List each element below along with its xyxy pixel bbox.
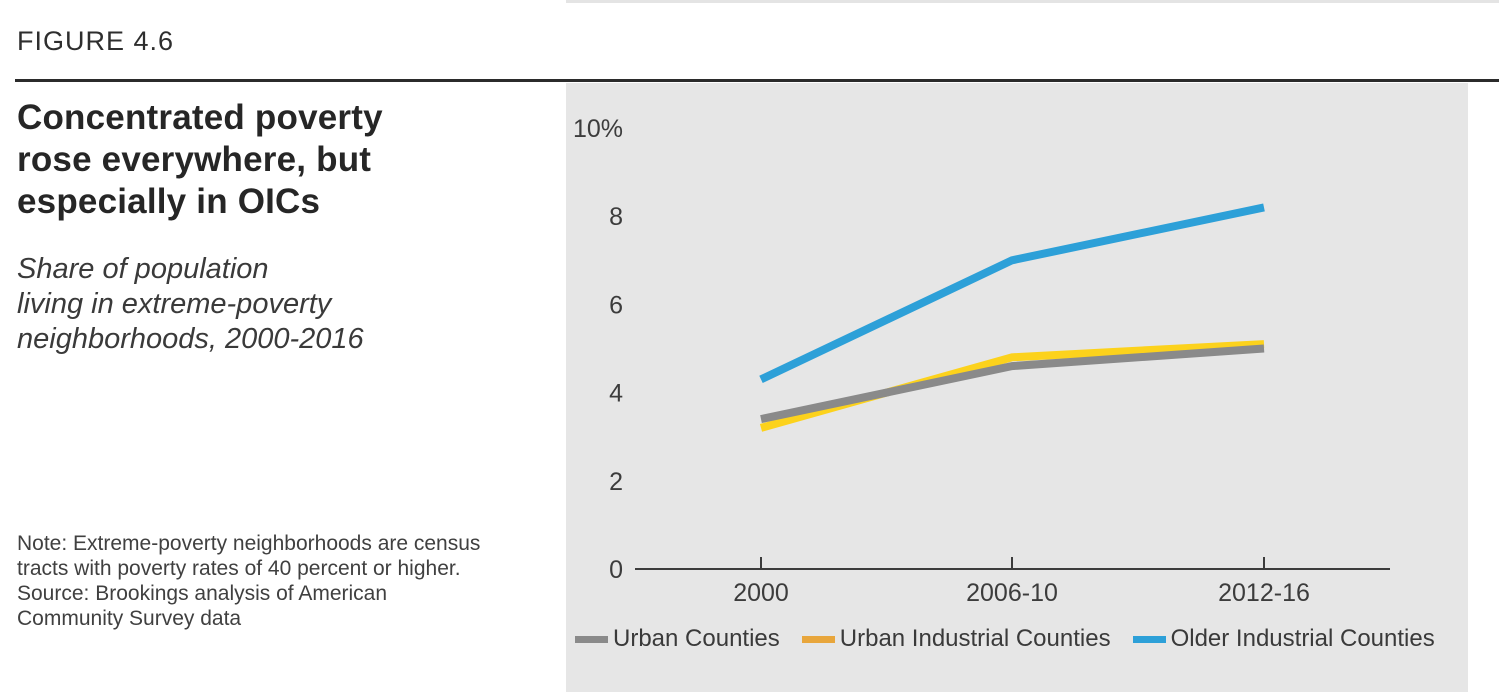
legend-item-1: Urban Counties <box>575 625 780 653</box>
chart-title: Concentrated poverty rose everywhere, bu… <box>17 98 383 221</box>
legend-item-3: Older Industrial Counties <box>1132 625 1435 653</box>
y-axis-label: 6 <box>609 291 623 319</box>
legend-label: Older Industrial Counties <box>1170 625 1435 652</box>
chart-panel: 2000 2006-10 2012-16 10% 8 6 4 2 0 Urban Countie… <box>566 83 1468 692</box>
x-axis-label: 2000 <box>733 579 789 607</box>
legend-swatch-icon <box>801 635 835 643</box>
y-axis-label: 0 <box>609 556 623 584</box>
legend-label: Urban Counties <box>613 625 780 652</box>
x-axis-label: 2012-16 <box>1218 579 1310 607</box>
chart-subtitle: Share of population living in extreme-po… <box>17 253 364 355</box>
note-source-text: Note: Extreme-poverty neighborhoods are … <box>17 532 481 630</box>
y-axis-label: 8 <box>609 203 623 231</box>
header-rule <box>15 79 1499 82</box>
legend-swatch-icon <box>1132 635 1166 643</box>
y-axis-label: 4 <box>609 380 623 408</box>
top-edge-strip <box>566 0 1499 3</box>
line-chart: 2000 2006-10 2012-16 10% 8 6 4 2 0 <box>573 115 1390 607</box>
y-axis-label: 2 <box>609 468 623 496</box>
chart-legend: Urban Counties Urban Industrial Counties O… <box>575 625 1435 653</box>
legend-swatch-icon <box>575 635 608 643</box>
figure-label: FIGURE 4.6 <box>17 26 175 56</box>
series-line-1 <box>760 344 1265 424</box>
legend-item-2: Urban Industrial Counties <box>801 625 1111 653</box>
legend-label: Urban Industrial Counties <box>839 625 1111 652</box>
series-line-3 <box>759 203 1265 384</box>
x-axis-label: 2006-10 <box>966 579 1058 607</box>
y-axis-label: 10% <box>573 115 623 143</box>
